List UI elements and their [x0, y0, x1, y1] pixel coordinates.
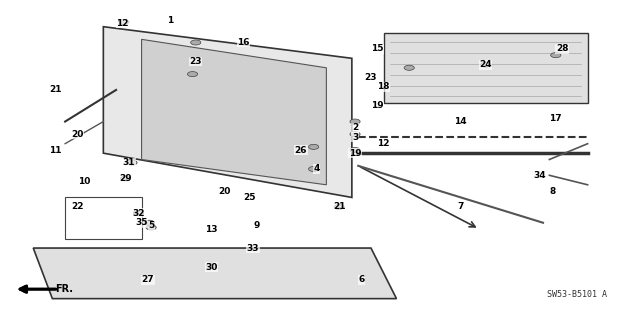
Polygon shape	[384, 33, 588, 103]
Text: 23: 23	[365, 73, 377, 82]
Text: 7: 7	[457, 203, 463, 211]
Text: 15: 15	[371, 44, 383, 53]
Text: SW53-B5101 A: SW53-B5101 A	[547, 290, 607, 299]
Text: 3: 3	[352, 133, 358, 142]
Text: 9: 9	[253, 221, 259, 230]
Text: 1: 1	[167, 16, 173, 25]
Text: 11: 11	[49, 145, 62, 154]
Text: 20: 20	[72, 130, 84, 139]
Circle shape	[207, 263, 217, 268]
Text: 4: 4	[314, 165, 320, 174]
Circle shape	[334, 204, 344, 210]
Text: 16: 16	[237, 38, 250, 47]
Circle shape	[133, 211, 143, 216]
Text: 13: 13	[205, 225, 218, 234]
Text: 6: 6	[358, 275, 365, 284]
Text: 20: 20	[218, 187, 230, 196]
Circle shape	[127, 160, 137, 165]
Circle shape	[308, 167, 319, 172]
Text: 28: 28	[556, 44, 568, 53]
Text: FR.: FR.	[56, 284, 74, 294]
Circle shape	[350, 147, 360, 152]
Polygon shape	[103, 27, 352, 197]
Circle shape	[550, 53, 561, 58]
Text: 34: 34	[534, 171, 546, 180]
Text: 27: 27	[141, 275, 154, 284]
Text: 18: 18	[378, 82, 390, 91]
Text: 23: 23	[189, 57, 202, 66]
Circle shape	[404, 65, 414, 70]
Text: 33: 33	[247, 243, 259, 253]
Text: 14: 14	[454, 117, 467, 126]
Text: 21: 21	[49, 85, 62, 94]
Circle shape	[481, 62, 491, 67]
Text: 2: 2	[352, 123, 358, 132]
Circle shape	[118, 19, 129, 25]
Text: 32: 32	[132, 209, 145, 218]
Text: 24: 24	[479, 60, 492, 69]
Circle shape	[188, 71, 198, 77]
Text: 5: 5	[148, 221, 154, 230]
Circle shape	[120, 176, 131, 181]
Text: 22: 22	[72, 203, 84, 211]
Text: 17: 17	[550, 114, 562, 123]
Circle shape	[350, 132, 360, 137]
Polygon shape	[33, 248, 396, 299]
Circle shape	[191, 40, 201, 45]
Text: 29: 29	[119, 174, 132, 183]
Text: 10: 10	[78, 177, 90, 186]
Text: 19: 19	[371, 101, 383, 110]
Text: 21: 21	[333, 203, 346, 211]
Text: 8: 8	[550, 187, 556, 196]
Circle shape	[308, 144, 319, 149]
Circle shape	[146, 225, 156, 230]
Text: 31: 31	[123, 158, 135, 167]
Text: 12: 12	[116, 19, 129, 28]
Circle shape	[144, 220, 154, 225]
Text: 30: 30	[205, 263, 218, 271]
Circle shape	[350, 119, 360, 124]
Polygon shape	[141, 39, 326, 185]
Text: 35: 35	[135, 218, 148, 227]
Text: 25: 25	[244, 193, 256, 202]
Text: 12: 12	[378, 139, 390, 148]
Text: 19: 19	[349, 149, 362, 158]
Text: 26: 26	[294, 145, 307, 154]
